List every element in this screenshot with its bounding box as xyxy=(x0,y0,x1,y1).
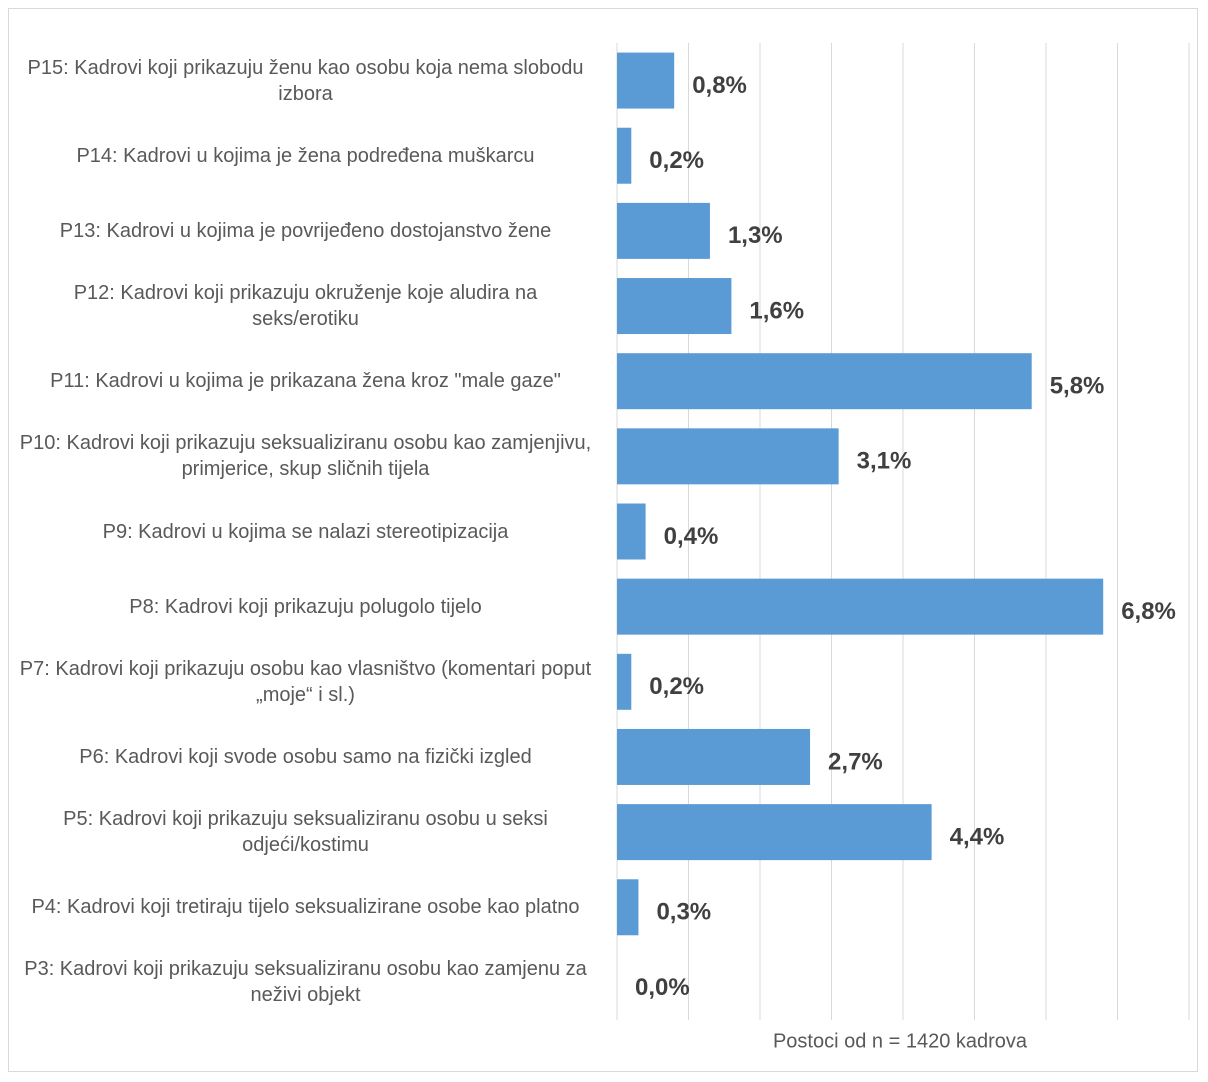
value-label: 5,8% xyxy=(1050,373,1105,400)
bar xyxy=(617,52,675,109)
category-label: P10: Kadrovi koji prikazuju seksualizira… xyxy=(19,432,592,481)
category-label: P7: Kadrovi koji prikazuju osobu kao vla… xyxy=(19,657,592,706)
category-label: P8: Kadrovi koji prikazuju polugolo tije… xyxy=(129,595,482,618)
bar xyxy=(617,353,1032,410)
bar xyxy=(617,653,632,710)
category-label: P5: Kadrovi koji prikazuju seksualiziran… xyxy=(63,808,548,857)
bar xyxy=(617,278,732,335)
value-label: 0,0% xyxy=(635,974,690,1001)
category-label: P6: Kadrovi koji svode osobu samo na fiz… xyxy=(79,745,532,768)
category-label: P9: Kadrovi u kojima se nalazi stereotip… xyxy=(102,520,509,543)
category-label: P3: Kadrovi koji prikazuju seksualiziran… xyxy=(24,958,587,1007)
value-label: 0,2% xyxy=(649,147,704,174)
category-label: P13: Kadrovi u kojima je povrijeđeno dos… xyxy=(59,219,552,242)
value-label: 1,3% xyxy=(728,222,783,249)
category-label: P14: Kadrovi u kojima je žena podređena … xyxy=(76,144,535,167)
value-label: 0,3% xyxy=(656,899,711,926)
bar xyxy=(617,127,632,184)
bar xyxy=(617,202,710,259)
value-label: 0,2% xyxy=(649,673,704,700)
chart-border xyxy=(8,8,1198,1072)
value-label: 2,7% xyxy=(828,748,883,775)
category-label: P12: Kadrovi koji prikazuju okruženje ko… xyxy=(73,282,538,331)
value-label: 4,4% xyxy=(950,823,1005,850)
category-label: P11: Kadrovi u kojima je prikazana žena … xyxy=(50,370,561,393)
value-label: 0,4% xyxy=(664,523,719,550)
bar xyxy=(617,578,1104,635)
value-label: 1,6% xyxy=(749,297,804,324)
bar xyxy=(617,879,639,936)
category-label: P4: Kadrovi koji tretiraju tijelo seksua… xyxy=(31,896,580,919)
value-label: 3,1% xyxy=(857,448,912,475)
bar xyxy=(617,804,932,861)
category-label: P15: Kadrovi koji prikazuju ženu kao oso… xyxy=(27,56,584,105)
value-label: 0,8% xyxy=(692,72,747,99)
bar xyxy=(617,428,839,485)
value-label: 6,8% xyxy=(1121,598,1176,625)
x-axis-title: Postoci od n = 1420 kadrova xyxy=(773,1030,1028,1052)
bar xyxy=(617,728,811,785)
bar xyxy=(617,503,646,560)
